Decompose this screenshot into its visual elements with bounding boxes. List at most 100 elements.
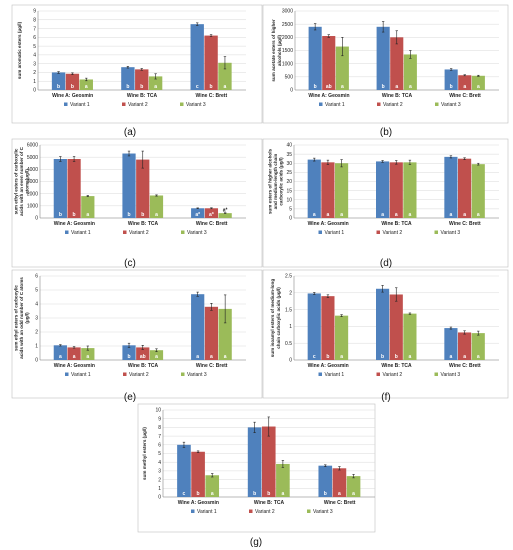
significance-letter: a (86, 212, 89, 218)
y-tick-label: 8 (158, 425, 161, 431)
panel-label: (f) (381, 392, 390, 403)
significance-letter: a (381, 212, 384, 218)
chart-panel-2: 0 500 1000 1500 2000 2500 3000 sum acetate este… (262, 4, 509, 124)
significance-letter: b (381, 354, 384, 360)
significance-letter: a (86, 354, 89, 360)
significance-letter: a (154, 84, 157, 90)
legend-swatch (123, 230, 127, 234)
significance-letter: a (155, 212, 158, 218)
significance-letter: a (281, 491, 284, 497)
bar (121, 67, 135, 90)
y-tick-label: 7 (158, 434, 161, 440)
bar (389, 162, 403, 218)
chart-panel-4: 0 5 10 15 20 25 30 35 40 sum esters of higher alc… (262, 138, 509, 268)
y-tick-label: 6 (158, 443, 161, 449)
panel-label: (g) (250, 537, 262, 548)
y-tick-label: 500 (285, 75, 294, 81)
significance-letter: b (210, 84, 213, 90)
legend-swatch (376, 230, 380, 234)
bar (204, 35, 218, 90)
y-axis-label: acids with an odd number of C atoms (19, 277, 24, 359)
y-tick-label: 5 (35, 288, 38, 294)
bar (458, 158, 472, 218)
significance-letter: a (463, 212, 466, 218)
bar (458, 332, 472, 360)
category-label: Wine C: Brett (449, 93, 481, 99)
significance-letter: a (340, 212, 343, 218)
y-axis-label: atoms(μg/l) (25, 169, 30, 194)
panel-label: (e) (124, 392, 136, 403)
bar (321, 162, 335, 218)
legend-swatch (307, 509, 311, 513)
legend-swatch (249, 509, 253, 513)
significance-letter: c (313, 354, 316, 360)
significance-letter: a (59, 354, 62, 360)
significance-letter: a (463, 354, 466, 360)
significance-letter: a (395, 212, 398, 218)
legend-label: Variant 2 (255, 509, 275, 515)
y-tick-label: 1 (289, 324, 292, 330)
bar (67, 158, 81, 218)
legend-swatch (65, 372, 69, 376)
significance-letter: a (409, 354, 412, 360)
bar (81, 348, 95, 360)
legend-swatch (377, 102, 381, 106)
category-label: Wine B: TCA (254, 500, 285, 506)
y-tick-label: 7 (33, 26, 36, 32)
significance-letter: a (196, 354, 199, 360)
y-tick-label: 1.5 (285, 307, 292, 313)
legend-swatch (181, 230, 185, 234)
significance-letter: ab (326, 84, 332, 90)
significance-letter: a (477, 354, 480, 360)
category-label: Wine C: Brett (196, 221, 228, 227)
panel-label: (b) (380, 127, 392, 138)
legend-swatch (180, 102, 184, 106)
y-axis-label: sum ethyl esters of carboxylic (13, 148, 18, 214)
significance-letter: a (313, 212, 316, 218)
bar (218, 308, 232, 360)
y-tick-label: 30 (286, 161, 292, 167)
chart-panel-5: 0 1 2 3 4 5 6 sum ethyl esters of carboxylic aci… (11, 269, 263, 399)
legend-swatch (434, 372, 438, 376)
bar (444, 69, 458, 90)
y-axis-label: chain carboxylic acids (μg/l) (276, 287, 281, 349)
legend-label: Variant 1 (325, 102, 345, 108)
category-label: Wine C: Brett (196, 363, 228, 369)
bar (335, 46, 349, 90)
category-label: Wine C: Brett (449, 363, 481, 369)
bar (51, 72, 66, 90)
legend-label: Variant 2 (128, 102, 148, 108)
bar (308, 26, 322, 90)
significance-letter: b (127, 212, 130, 218)
bar (67, 347, 81, 360)
category-label: Wine A: Geosmin (52, 93, 93, 99)
significance-letter: b (382, 84, 385, 90)
significance-letter: a* (209, 212, 214, 218)
y-axis-label: sum ethyl esters of carboxylic (13, 285, 18, 351)
significance-letter: b (450, 84, 453, 90)
chart-panel-6: 0 0.5 1 1.5 2 2.5 sum isoamyl esters of medium… (262, 269, 509, 399)
category-label: Wine B: TCA (127, 93, 158, 99)
y-tick-label: 6000 (27, 143, 38, 149)
legend-label: Variant 3 (441, 102, 461, 108)
bar (390, 37, 404, 90)
significance-letter: ab (140, 354, 146, 360)
category-label: Wine A: Geosmin (308, 221, 349, 227)
category-label: Wine A: Geosmin (178, 500, 219, 506)
legend-label: Variant 3 (441, 372, 461, 378)
y-tick-label: 2000 (282, 35, 293, 41)
bar (205, 475, 220, 497)
y-tick-label: 2.5 (285, 274, 292, 280)
bar (218, 62, 232, 90)
significance-letter: a (450, 354, 453, 360)
bar (332, 468, 347, 497)
category-label: Wine B: TCA (381, 363, 412, 369)
y-axis-label: sum isoamyl esters of medium-long (270, 279, 275, 358)
significance-letter: a (224, 354, 227, 360)
bar (307, 293, 321, 360)
y-tick-label: 1 (33, 79, 36, 85)
y-tick-label: 3 (33, 61, 36, 67)
